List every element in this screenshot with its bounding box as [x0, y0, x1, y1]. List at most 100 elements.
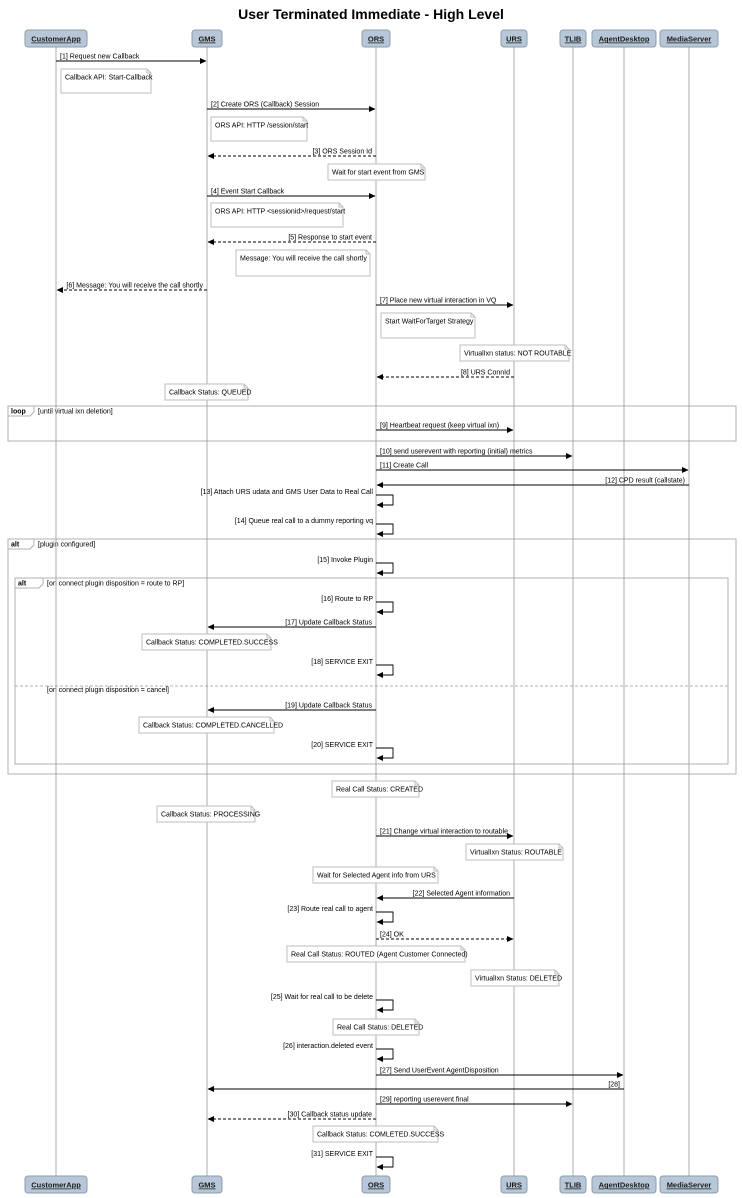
note-box — [60, 68, 152, 94]
frame-tag-box — [7, 405, 35, 417]
message-label: [20] SERVICE EXIT — [311, 742, 373, 749]
frame-guard: [on connect plugin disposition = route t… — [47, 581, 184, 588]
frame-border — [7, 538, 737, 775]
participant-box — [591, 1175, 657, 1194]
note-box — [380, 312, 476, 339]
message-11: [11] Create Call — [376, 463, 689, 473]
self-arrow — [376, 747, 394, 761]
note-fold — [266, 634, 271, 639]
note-ors-18: Callback Status: COMLETED.SUCCESS — [312, 1125, 445, 1143]
note-text: Message: You will receive the call short… — [240, 256, 367, 263]
message-label: [18] SERVICE EXIT — [311, 659, 373, 666]
note-box — [138, 716, 275, 734]
note-text: Callback Status: COMPLETED.CANCELLED — [143, 723, 283, 730]
frame-tag: loop — [11, 409, 26, 416]
note-box — [331, 780, 420, 798]
message-29: [29] reporting userevent final — [376, 1097, 573, 1107]
note-text: Callback Status: PROCESSING — [161, 812, 260, 819]
frame-guard: [until virtual ixn deletion] — [38, 409, 113, 416]
message-31: [31] SERVICE EXIT — [311, 1151, 394, 1170]
self-arrow — [376, 1156, 394, 1170]
participant-ors-top: ORS — [361, 29, 391, 48]
note-box — [210, 202, 344, 228]
participant-label: AgentDesktop — [599, 35, 650, 44]
note-box — [164, 383, 249, 401]
note-urs-7: VirtualIxn status: NOT ROUTABLE — [459, 344, 572, 362]
participant-customerapp-top: CustomerApp — [24, 29, 88, 48]
frame-guard: [plugin configured] — [38, 542, 95, 549]
message-label: [26] interaction.deleted event — [283, 1043, 373, 1050]
note-text: Callback Status: COMLETED.SUCCESS — [317, 1132, 445, 1139]
message-label: [28] — [608, 1082, 620, 1089]
participant-box — [559, 1175, 587, 1194]
note-text: Callback Status: COMPLETED.SUCCESS — [146, 640, 278, 647]
note-box — [210, 116, 308, 142]
message-26: [26] interaction.deleted event — [283, 1043, 394, 1062]
note-box — [312, 1125, 439, 1143]
participant-box — [24, 1175, 88, 1194]
self-arrow — [376, 523, 394, 537]
note-ors-3: Wait for start event from GMS — [327, 163, 426, 181]
message-label: [21] Change virtual interaction to routa… — [380, 829, 508, 836]
participant-label: AgentDesktop — [599, 1181, 650, 1190]
participant-box — [659, 29, 719, 48]
message-9: [9] Heartbeat request (keep virtual ixn) — [376, 423, 514, 433]
message-19: [19] Update Callback Status — [207, 703, 376, 713]
note-box — [459, 344, 570, 362]
diagram-title: User Terminated Immediate - High Level — [238, 6, 504, 22]
note-box — [156, 805, 256, 823]
participant-label: TLIB — [565, 1181, 582, 1190]
note-fold — [269, 717, 274, 722]
note-urs-13: VirtualIxn Status: ROUTABLE — [465, 843, 564, 861]
message-27: [27] Send UserEvent AgentDisposition — [376, 1068, 624, 1078]
messages-layer: [1] Request new Callback [2] Create ORS (… — [56, 54, 689, 1170]
self-arrow — [376, 601, 394, 615]
participant-box — [500, 29, 528, 48]
message-label: [29] reporting userevent final — [380, 1097, 469, 1104]
note-fold — [554, 970, 559, 975]
note-text: Callback Status: QUEUED — [169, 390, 251, 397]
frame-alt-1: alt [plugin configured] — [7, 538, 737, 775]
message-label: [22] Selected Agent information — [413, 891, 510, 898]
self-arrow — [376, 911, 394, 925]
frame-tag: alt — [11, 542, 20, 549]
message-5: [5] Response to start event — [207, 235, 376, 245]
note-gms-10: Callback Status: COMPLETED.CANCELLED — [138, 716, 283, 734]
participant-label: MediaServer — [667, 1181, 712, 1190]
note-text: Real Call Status: CREATED — [336, 787, 423, 794]
message-24: [24] OK — [376, 932, 514, 942]
participant-label: CustomerApp — [31, 35, 81, 44]
note-fold — [365, 250, 370, 255]
message-label: [24] OK — [380, 932, 404, 939]
participant-box — [24, 29, 88, 48]
note-fold — [470, 313, 475, 318]
message-22: [22] Selected Agent information — [376, 891, 514, 901]
participant-ors-bottom: ORS — [361, 1175, 391, 1194]
message-21: [21] Change virtual interaction to routa… — [376, 829, 514, 839]
message-2: [2] Create ORS (Callback) Session — [207, 102, 376, 112]
self-arrow — [376, 494, 394, 508]
note-ors-5: Message: You will receive the call short… — [235, 249, 371, 277]
note-fold — [338, 203, 343, 208]
note-text: Real Call Status: DELETED — [337, 1025, 423, 1032]
note-fold — [243, 384, 248, 389]
participant-box — [361, 1175, 391, 1194]
message-label: [31] SERVICE EXIT — [311, 1151, 373, 1158]
message-label: [2] Create ORS (Callback) Session — [211, 102, 319, 109]
message-10: [10] send userevent with reporting (init… — [376, 449, 573, 459]
note-text: ORS API: HTTP /session/start — [215, 123, 308, 130]
notes-layer: Callback API: Start-Callback ORS API: HTT… — [60, 68, 572, 1143]
message-label: [6] Message: You will receive the call s… — [66, 283, 203, 290]
note-fold — [414, 781, 419, 786]
self-arrow — [376, 562, 394, 576]
note-gms-12: Callback Status: PROCESSING — [156, 805, 260, 823]
message-3: [3] ORS Session Id — [207, 149, 376, 159]
note-text: Wait for Selected Agent info from URS — [317, 873, 436, 880]
self-arrow — [376, 664, 394, 678]
note-fold — [558, 844, 563, 849]
note-ors-15: Real Call Status: ROUTED (Agent Customer… — [286, 945, 468, 963]
participant-box — [191, 29, 223, 48]
frame-alt-2: alt [on connect plugin disposition = rout… — [14, 577, 729, 765]
message-label: [1] Request new Callback — [60, 54, 140, 61]
